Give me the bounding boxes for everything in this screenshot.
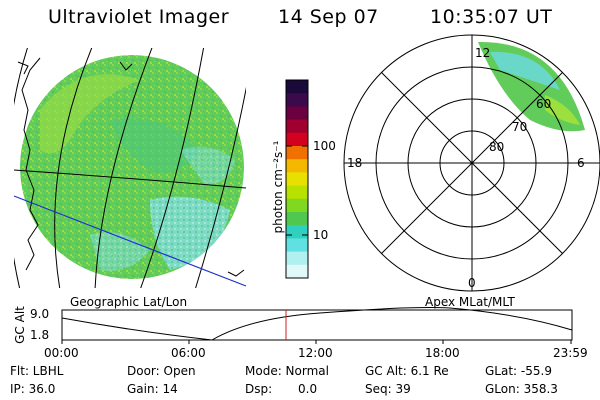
door-readout: Door: Open [127,364,196,378]
gc-alt-readout: GC Alt: 6.1 Re [365,364,449,378]
mlat-label-70: 70 [512,120,528,134]
glon-readout: GLon: 358.3 [485,382,558,396]
altitude-curve [61,307,573,341]
colorbar-segment [286,132,308,147]
colorbar-segment [286,106,308,121]
mlt-label-18: 18 [347,156,363,170]
terminator-line [13,195,247,287]
polar-plot [343,34,600,292]
colorbar-segment [286,238,308,253]
dsp-value: 0.0 [298,382,318,396]
filter-readout: Flt: LBHL [10,364,64,378]
timeline-ytick-bottom: 1.8 [30,328,50,342]
colorbar-label: photon cm⁻²s⁻¹ [271,140,285,234]
colorbar-tick-label-10: 10 [313,228,329,242]
colorbar-segment [286,80,308,94]
date-label: 14 Sep 07 [278,6,379,28]
colorbar-segment [286,185,308,200]
instrument-title: Ultraviolet Imager [48,6,230,28]
coastline [17,57,245,277]
colorbar-tick-label-100: 100 [313,139,336,153]
dsp-readout: Dsp: [245,382,273,396]
time-label: 10:35:07 UT [430,6,553,28]
colorbar-segment [286,212,308,226]
auroral-image-disk [20,55,244,279]
lat-lon-grid [14,48,246,288]
mlt-label-0: 0 [468,276,476,290]
colorbar-segment [286,93,308,107]
mode-readout: Mode: Normal [245,364,329,378]
colorbar-segment [286,264,308,279]
mlat-label-60: 60 [536,97,552,111]
geographic-panel-label: Geographic Lat/Lon [70,295,188,309]
mlat-label-80: 80 [489,140,505,154]
colorbar-segment [286,251,308,266]
colorbar-segment [286,146,308,160]
colorbar-segment [286,119,308,134]
colorbar-segment [286,225,308,239]
timeline-xtick-0600: 06:00 [171,346,206,360]
timeline-ytick-top: 9.0 [30,307,50,321]
colorbar [285,79,309,279]
mlt-label-12: 12 [475,46,491,60]
glat-readout: GLat: -55.9 [485,364,552,378]
gain-readout: Gain: 14 [127,382,178,396]
colorbar-frame [285,79,309,279]
apex-panel-label: Apex MLat/MLT [425,295,515,309]
timeline-ylabel: GC Alt [13,306,27,344]
timeline-xtick-0000: 00:00 [44,346,79,360]
mlt-label-6: 6 [577,156,585,170]
timeline-xtick-1800: 18:00 [425,346,460,360]
ip-readout: IP: 36.0 [10,382,56,396]
colorbar-segment [286,159,308,173]
altitude-timeline [61,307,573,344]
timeline-xtick-2359: 23:59 [553,346,588,360]
seq-readout: Seq: 39 [365,382,411,396]
timeline-xtick-1200: 12:00 [298,346,333,360]
colorbar-segment [286,172,308,187]
colorbar-segment [286,198,308,213]
